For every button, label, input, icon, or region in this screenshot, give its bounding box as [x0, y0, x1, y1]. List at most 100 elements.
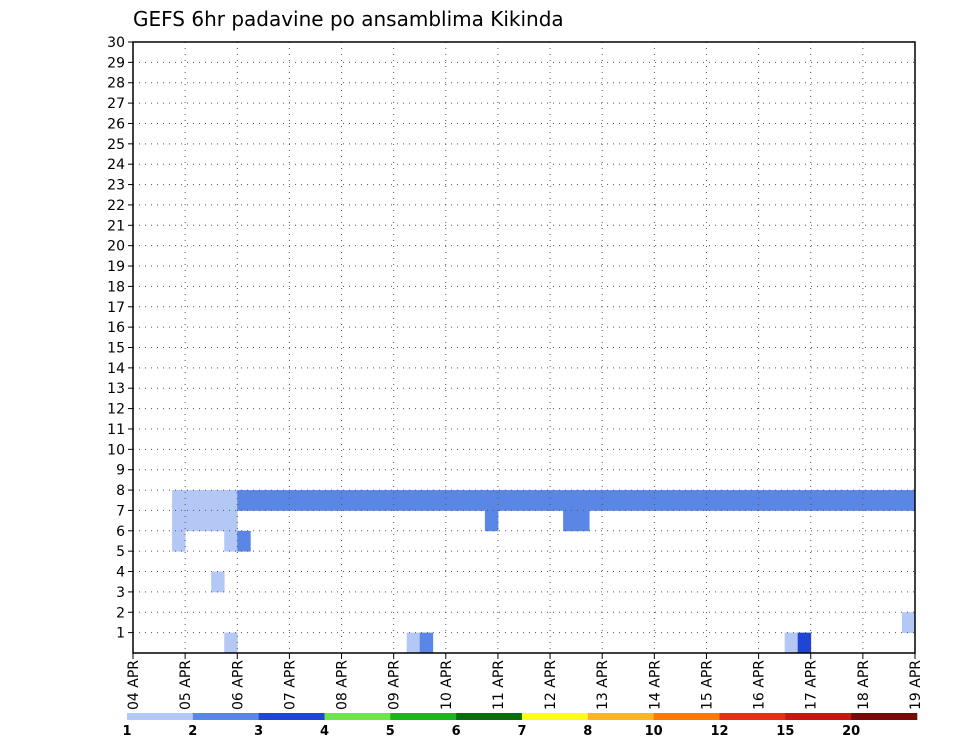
- x-tick-label-11: 15 APR: [699, 660, 715, 710]
- y-tick-label-29: 29: [107, 55, 125, 71]
- cell-55: [328, 490, 342, 511]
- cell-82: [680, 490, 694, 511]
- colorbar-segment-2: [258, 713, 325, 720]
- cell-45: [198, 490, 212, 511]
- cell-61: [406, 490, 421, 511]
- y-tick-label-25: 25: [107, 137, 125, 153]
- y-tick-label-2: 2: [116, 605, 125, 621]
- colorbar-segment-6: [522, 713, 589, 720]
- cell-35: [172, 510, 186, 532]
- colorbar-label-6: 6: [452, 724, 461, 739]
- colorbar-segment-5: [456, 713, 523, 720]
- colorbar-segment-1: [192, 713, 259, 720]
- cell-48: [237, 490, 251, 511]
- cell-36: [185, 510, 199, 532]
- cell-88: [758, 490, 773, 511]
- x-tick-label-10: 14 APR: [647, 660, 663, 710]
- cell-12: [211, 571, 225, 593]
- cell-25: [224, 530, 238, 552]
- x-tick-label-4: 08 APR: [335, 660, 351, 710]
- cell-54: [315, 490, 329, 511]
- cell-70: [524, 490, 538, 511]
- cell-26: [237, 530, 251, 552]
- cell-4: [797, 632, 812, 654]
- cell-52: [289, 490, 303, 511]
- cell-93: [823, 490, 838, 511]
- cell-99: [901, 490, 916, 511]
- colorbar-segment-0: [127, 713, 194, 720]
- colorbar-label-4: 4: [320, 724, 329, 739]
- y-tick-label-15: 15: [107, 341, 125, 357]
- cell-97: [875, 490, 890, 511]
- colorbar-segment-4: [390, 713, 457, 720]
- colorbar: 1 2 3 4 5 6 7 8 10 12 15 20: [122, 713, 918, 739]
- cell-85: [719, 490, 733, 511]
- cell-49: [250, 490, 264, 511]
- y-tick-label-1: 1: [116, 626, 125, 642]
- cell-86: [732, 490, 746, 511]
- y-tick-label-18: 18: [107, 279, 125, 295]
- cell-62: [419, 490, 434, 511]
- y-tick-label-22: 22: [107, 198, 125, 214]
- x-tick-label-12: 16 APR: [752, 660, 768, 710]
- cell-74: [576, 490, 590, 511]
- y-axis: 1234567891011121314151617181920212223242…: [107, 35, 133, 642]
- cell-40: [484, 510, 499, 532]
- y-tick-label-30: 30: [107, 35, 125, 51]
- y-tick-label-16: 16: [107, 320, 125, 336]
- cell-38: [211, 510, 225, 532]
- x-tick-label-13: 17 APR: [804, 660, 820, 710]
- y-tick-label-11: 11: [107, 422, 125, 438]
- cell-47: [224, 490, 238, 511]
- colorbar-segment-11: [851, 713, 918, 720]
- cell-98: [888, 490, 903, 511]
- y-tick-label-13: 13: [107, 381, 125, 397]
- cell-75: [589, 490, 603, 511]
- cell-73: [563, 490, 577, 511]
- cell-51: [276, 490, 290, 511]
- colorbar-segment-9: [719, 713, 786, 720]
- x-tick-label-3: 07 APR: [282, 660, 298, 710]
- x-tick-label-14: 18 APR: [856, 660, 872, 710]
- colorbar-segment-10: [785, 713, 852, 720]
- cell-67: [484, 490, 499, 511]
- cell-39: [224, 510, 238, 532]
- cell-0: [224, 632, 238, 654]
- y-tick-label-9: 9: [116, 463, 125, 479]
- x-tick-label-2: 06 APR: [230, 660, 246, 710]
- colorbar-label-1: 1: [122, 724, 131, 739]
- cell-71: [537, 490, 551, 511]
- grid-layer: [133, 42, 915, 653]
- x-tick-label-1: 05 APR: [178, 660, 194, 710]
- colorbar-segment-3: [324, 713, 391, 720]
- cell-95: [849, 490, 864, 511]
- cell-78: [628, 490, 642, 511]
- y-tick-label-19: 19: [107, 259, 125, 275]
- cell-72: [550, 490, 564, 511]
- y-tick-label-12: 12: [107, 402, 125, 418]
- colorbar-label-10: 10: [645, 724, 663, 739]
- cell-65: [458, 490, 473, 511]
- x-tick-label-9: 13 APR: [595, 660, 611, 710]
- cell-5: [901, 612, 916, 634]
- cell-90: [784, 490, 799, 511]
- y-tick-label-23: 23: [107, 178, 125, 194]
- y-tick-label-8: 8: [116, 483, 125, 499]
- colorbar-segment-8: [653, 713, 720, 720]
- cell-42: [576, 510, 590, 532]
- cell-46: [211, 490, 225, 511]
- y-tick-label-28: 28: [107, 76, 125, 92]
- cell-43: [172, 490, 186, 511]
- cell-94: [836, 490, 851, 511]
- colorbar-label-3: 3: [254, 724, 263, 739]
- x-tick-label-15: 19 APR: [908, 660, 924, 710]
- cell-80: [654, 490, 668, 511]
- y-tick-label-10: 10: [107, 442, 125, 458]
- cell-87: [745, 490, 759, 511]
- cell-56: [341, 490, 355, 511]
- colorbar-label-8: 8: [583, 724, 592, 739]
- x-axis: 04 APR 05 APR 06 APR 07 APR 08 APR 09 APR 10 A…: [126, 653, 924, 710]
- cell-68: [497, 490, 512, 511]
- cell-69: [510, 490, 525, 511]
